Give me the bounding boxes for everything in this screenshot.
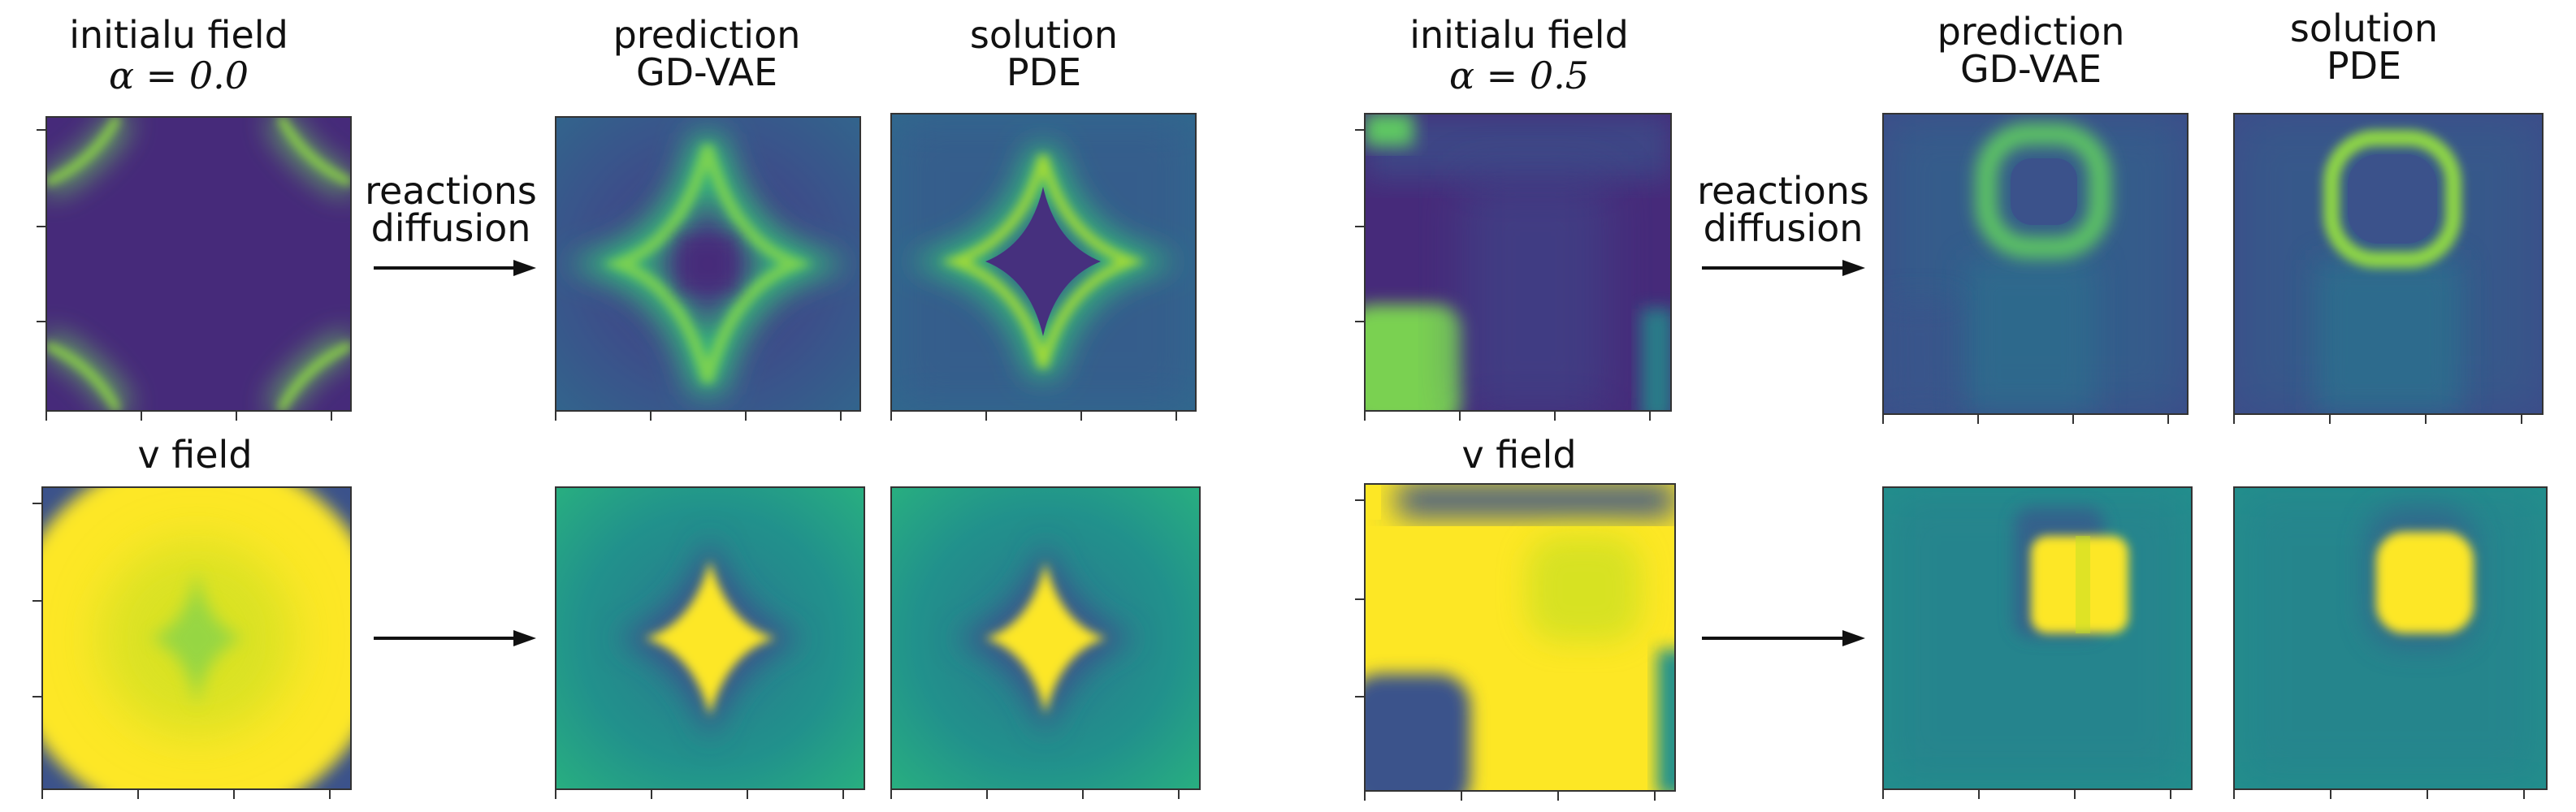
panel-v-prediction-alpha0 — [556, 487, 864, 789]
panel-frame — [41, 486, 352, 790]
gdvae-title: GD-VAE — [635, 50, 778, 94]
u-field-title: initialu field — [1409, 13, 1629, 57]
arrow-label-reactions: reactions — [1697, 169, 1869, 213]
arrow-v-alpha0 — [374, 630, 536, 646]
panel-v-solution-alpha0 — [891, 487, 1200, 789]
panel-frame — [1364, 483, 1676, 792]
gdvae-title: GD-VAE — [1959, 47, 2102, 91]
panel-frame — [1882, 113, 2189, 415]
panel-v-initial-alpha05 — [1365, 484, 1675, 791]
u-field-title: initialu field — [69, 13, 288, 57]
v-field-title: v field — [137, 433, 253, 477]
panel-frame — [2233, 486, 2548, 790]
panel-frame — [1882, 486, 2193, 790]
panel-u-solution-alpha05 — [2234, 114, 2543, 414]
arrow-u-alpha0 — [374, 260, 536, 276]
panel-frame — [555, 116, 861, 412]
arrow-label-diffusion: diffusion — [1703, 206, 1864, 250]
pde-title: PDE — [1006, 50, 1082, 94]
pde-title: PDE — [2326, 44, 2402, 88]
arrow-label-diffusion: diffusion — [370, 206, 531, 250]
panel-u-solution-alpha0 — [891, 114, 1196, 411]
panel-v-solution-alpha05 — [2234, 487, 2547, 789]
solution-title: solution — [969, 13, 1119, 57]
tick-marks — [32, 129, 2525, 801]
panel-u-prediction-alpha0 — [556, 117, 860, 411]
panel-v-prediction-alpha05 — [1883, 487, 2192, 789]
v-field-title: v field — [1461, 433, 1577, 477]
panel-u-initial-alpha0 — [46, 117, 351, 411]
panel-frame — [555, 486, 865, 790]
alpha-label: α = 0.0 — [108, 54, 249, 97]
panel-frame — [2233, 113, 2544, 415]
panel-v-initial-alpha0 — [42, 487, 351, 789]
panel-frame — [890, 486, 1201, 790]
arrow-label-reactions: reactions — [365, 169, 537, 213]
panel-u-prediction-alpha05 — [1883, 114, 2188, 414]
panel-frame — [1364, 113, 1672, 412]
prediction-title: prediction — [613, 13, 801, 57]
panel-u-initial-alpha05 — [1365, 114, 1671, 411]
prediction-title: prediction — [1937, 10, 2125, 54]
panel-frame — [890, 113, 1197, 412]
solution-title: solution — [2289, 6, 2439, 50]
panel-frame — [45, 116, 352, 412]
arrow-v-alpha05 — [1702, 630, 1865, 646]
alpha-label: α = 0.5 — [1448, 54, 1589, 97]
arrow-u-alpha05 — [1702, 260, 1865, 276]
